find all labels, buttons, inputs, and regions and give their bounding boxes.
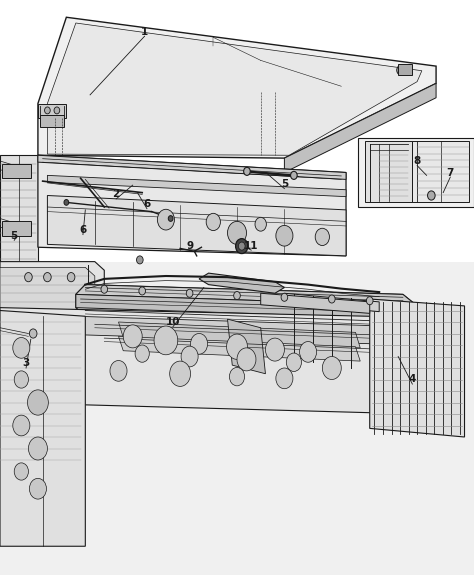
Circle shape — [255, 217, 266, 231]
Circle shape — [45, 107, 50, 114]
Polygon shape — [38, 155, 346, 256]
Circle shape — [281, 293, 288, 301]
Circle shape — [236, 239, 248, 254]
Polygon shape — [0, 308, 427, 414]
Circle shape — [64, 200, 69, 205]
Polygon shape — [0, 155, 38, 267]
Text: 2: 2 — [112, 189, 120, 200]
Polygon shape — [0, 267, 95, 378]
Circle shape — [14, 463, 28, 480]
Circle shape — [276, 368, 293, 389]
Circle shape — [322, 356, 341, 380]
Circle shape — [44, 273, 51, 282]
Bar — [398, 64, 412, 75]
Circle shape — [300, 342, 317, 362]
Circle shape — [54, 107, 60, 114]
Bar — [2, 221, 31, 236]
Polygon shape — [0, 310, 85, 546]
Circle shape — [191, 334, 208, 354]
Circle shape — [14, 371, 28, 388]
Circle shape — [135, 345, 149, 362]
Text: 11: 11 — [244, 240, 258, 251]
Polygon shape — [412, 141, 469, 202]
Circle shape — [29, 478, 46, 499]
Circle shape — [265, 338, 284, 361]
Circle shape — [186, 289, 193, 297]
Circle shape — [139, 287, 146, 295]
Polygon shape — [365, 141, 412, 202]
Polygon shape — [261, 293, 370, 313]
Circle shape — [315, 228, 329, 246]
Circle shape — [154, 326, 178, 355]
Polygon shape — [47, 196, 346, 256]
Circle shape — [229, 367, 245, 386]
Circle shape — [168, 216, 173, 221]
Polygon shape — [38, 17, 436, 158]
Circle shape — [428, 191, 435, 200]
Circle shape — [234, 292, 240, 300]
Circle shape — [13, 338, 30, 358]
Polygon shape — [0, 262, 474, 575]
Circle shape — [101, 285, 108, 293]
Text: 3: 3 — [22, 358, 30, 369]
Polygon shape — [76, 294, 417, 319]
Polygon shape — [76, 285, 417, 306]
Text: 8: 8 — [413, 156, 421, 166]
Circle shape — [237, 348, 256, 371]
Text: 7: 7 — [447, 167, 454, 178]
Text: 6: 6 — [143, 199, 151, 209]
Circle shape — [67, 273, 75, 282]
Circle shape — [170, 361, 191, 386]
Polygon shape — [47, 175, 346, 197]
Circle shape — [157, 209, 174, 230]
Circle shape — [181, 346, 198, 367]
Text: 10: 10 — [166, 317, 180, 327]
Polygon shape — [358, 138, 474, 207]
Polygon shape — [118, 336, 360, 361]
Text: 6: 6 — [79, 225, 87, 235]
Polygon shape — [38, 155, 346, 179]
Text: 1: 1 — [141, 26, 148, 37]
Polygon shape — [284, 83, 436, 172]
Circle shape — [291, 171, 297, 179]
Circle shape — [137, 256, 143, 264]
Text: 9: 9 — [186, 240, 193, 251]
Circle shape — [403, 66, 410, 75]
Circle shape — [244, 167, 250, 175]
Circle shape — [286, 353, 301, 371]
Circle shape — [27, 390, 48, 415]
Polygon shape — [370, 299, 465, 437]
Circle shape — [238, 242, 245, 250]
Text: 5: 5 — [10, 231, 18, 241]
Circle shape — [13, 415, 30, 436]
Circle shape — [227, 334, 247, 359]
Circle shape — [29, 329, 37, 338]
Polygon shape — [47, 23, 422, 155]
Polygon shape — [284, 293, 379, 312]
Text: 4: 4 — [409, 374, 416, 385]
Circle shape — [28, 437, 47, 460]
Circle shape — [206, 213, 220, 231]
Polygon shape — [228, 319, 265, 374]
Text: 5: 5 — [281, 179, 288, 189]
Polygon shape — [199, 273, 284, 293]
Circle shape — [366, 297, 373, 305]
Bar — [2, 164, 31, 178]
Polygon shape — [40, 115, 64, 126]
Circle shape — [276, 225, 293, 246]
Circle shape — [25, 273, 32, 282]
Polygon shape — [76, 316, 412, 345]
Circle shape — [110, 361, 127, 381]
Polygon shape — [38, 104, 66, 118]
Circle shape — [397, 66, 404, 75]
Circle shape — [228, 221, 246, 244]
Circle shape — [328, 295, 335, 303]
Circle shape — [123, 325, 142, 348]
Polygon shape — [118, 322, 360, 348]
Polygon shape — [0, 262, 104, 380]
Polygon shape — [76, 285, 417, 327]
